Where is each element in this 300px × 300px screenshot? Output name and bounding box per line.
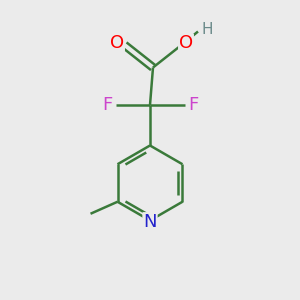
Text: O: O bbox=[110, 34, 124, 52]
Text: H: H bbox=[201, 22, 213, 38]
Text: N: N bbox=[143, 213, 157, 231]
Text: F: F bbox=[102, 96, 112, 114]
Text: F: F bbox=[188, 96, 198, 114]
Text: O: O bbox=[179, 34, 193, 52]
